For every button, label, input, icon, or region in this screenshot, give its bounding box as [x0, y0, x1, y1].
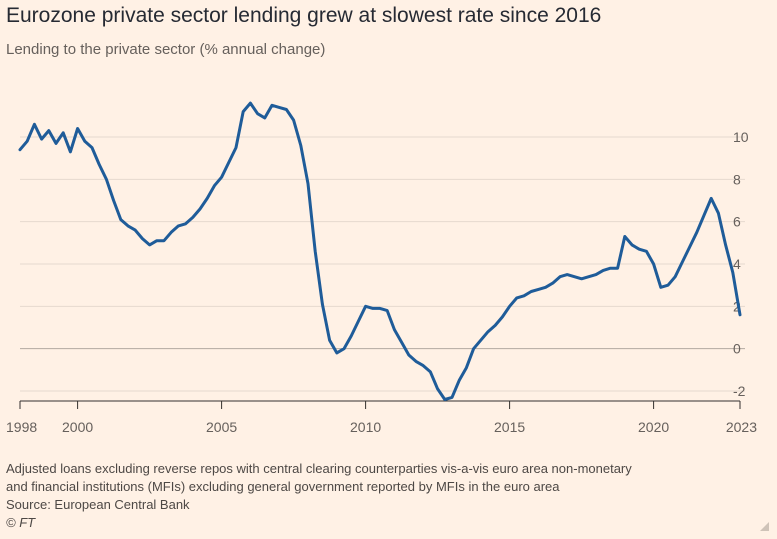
- y-tick-label: 2: [733, 298, 741, 314]
- y-tick-label: -2: [733, 383, 746, 399]
- x-tick-label: 2000: [62, 419, 93, 435]
- x-tick-label: 2020: [638, 419, 669, 435]
- chart-title: Eurozone private sector lending grew at …: [6, 4, 602, 27]
- resize-corner-icon: [760, 522, 769, 531]
- chart-footnote: Adjusted loans excluding reverse repos w…: [6, 460, 771, 532]
- x-tick-label: 2005: [206, 419, 237, 435]
- lending-line-chart: 10 8 6 4 2 0 -2 1998 2000 2005 2010 2015 2020 2023: [6, 101, 757, 435]
- y-tick-label: 6: [733, 214, 741, 230]
- footnote-line-2: and financial institutions (MFIs) exclud…: [6, 479, 560, 494]
- x-tick-label: 2010: [350, 419, 381, 435]
- chart-subtitle: Lending to the private sector (% annual …: [6, 41, 326, 58]
- y-tick-label: 8: [733, 171, 741, 187]
- footnote-line-1: Adjusted loans excluding reverse repos w…: [6, 461, 632, 476]
- gridlines: [20, 136, 745, 392]
- x-tick-label: 1998: [6, 419, 37, 435]
- y-tick-label: 0: [733, 341, 741, 357]
- y-axis-labels: 10 8 6 4 2 0 -2: [733, 129, 749, 399]
- series-layer: [18, 101, 742, 401]
- lending-series-line: [18, 101, 742, 401]
- x-tick-label: 2015: [494, 419, 525, 435]
- x-tick-label: 2023: [726, 419, 757, 435]
- y-tick-label: 10: [733, 129, 749, 145]
- x-axis: 1998 2000 2005 2010 2015 2020 2023: [6, 400, 757, 435]
- copyright-note: © FT: [6, 515, 36, 530]
- y-tick-label: 4: [733, 256, 741, 272]
- source-note: Source: European Central Bank: [6, 497, 190, 512]
